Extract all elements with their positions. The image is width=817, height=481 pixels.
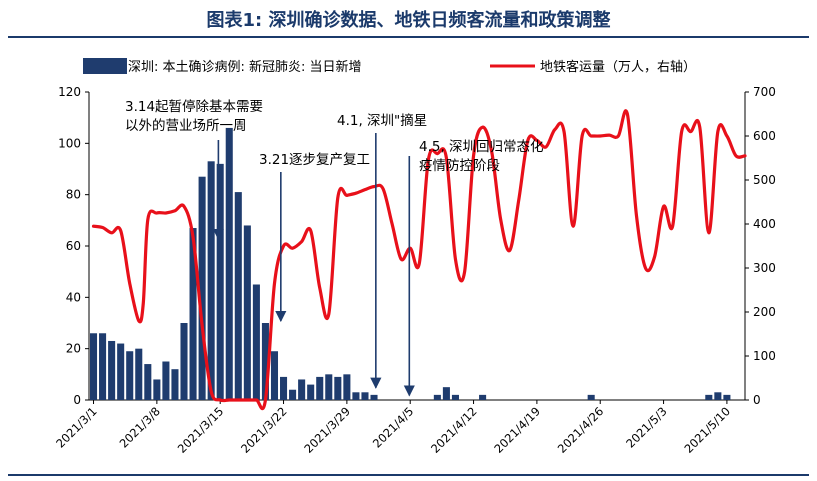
bar xyxy=(270,351,279,400)
bar xyxy=(298,379,306,400)
bar xyxy=(99,333,107,400)
bar xyxy=(370,394,378,400)
y-left-tick-label: 100 xyxy=(58,136,81,150)
bar xyxy=(307,384,315,400)
bar xyxy=(723,394,731,400)
bottom-rule xyxy=(8,474,809,476)
bar xyxy=(216,163,224,400)
bar xyxy=(451,394,459,400)
bar xyxy=(234,192,242,400)
legend: 深圳: 本土确诊病例: 新冠肺炎: 当日新增 地铁客运量（万人，右轴） xyxy=(83,58,696,75)
bar xyxy=(361,392,369,400)
bar xyxy=(108,340,116,400)
bar xyxy=(334,376,342,400)
bar xyxy=(126,351,134,400)
y-right-tick-label: 400 xyxy=(753,217,776,231)
legend-bar-swatch xyxy=(83,58,127,74)
bar xyxy=(89,333,98,400)
bar xyxy=(243,225,251,400)
legend-line-label: 地铁客运量（万人，右轴） xyxy=(540,59,696,75)
y-right-tick-label: 700 xyxy=(753,85,776,99)
x-tick-label: 2021/5/10 xyxy=(681,404,733,456)
y-left-tick-label: 60 xyxy=(66,239,81,253)
y-right-tick-label: 600 xyxy=(753,129,776,143)
bar xyxy=(189,228,197,400)
bar xyxy=(171,369,179,400)
line-series xyxy=(91,109,747,411)
annotation-text: 4.1, 深圳"摘星 xyxy=(337,112,427,129)
x-tick-label: 2021/4/12 xyxy=(428,404,480,456)
y-left-tick-label: 0 xyxy=(73,393,81,407)
bar xyxy=(289,389,297,400)
annotation-text: 3.21逐步复产复工 xyxy=(259,151,370,168)
bar xyxy=(144,364,152,400)
y-left-tick-label: 120 xyxy=(58,85,81,99)
title-rule xyxy=(8,36,809,38)
y-right-tick-label: 200 xyxy=(753,305,776,319)
y-right-tick-label: 0 xyxy=(753,393,761,407)
x-tick-label: 2021/3/15 xyxy=(175,404,227,456)
x-tick-label: 2021/3/22 xyxy=(238,404,290,456)
bar xyxy=(280,376,288,400)
y-left-tick-label: 20 xyxy=(66,342,81,356)
bar-series xyxy=(89,127,731,400)
annotation-text: 3.14起暂停除基本需要 xyxy=(125,98,263,115)
y-right-tick-label: 100 xyxy=(753,349,776,363)
bar xyxy=(198,176,206,400)
x-tick-label: 2021/3/1 xyxy=(53,404,99,450)
x-tick-label: 2021/4/19 xyxy=(491,404,543,456)
x-tick-label: 2021/4/26 xyxy=(555,404,607,456)
bar xyxy=(162,361,170,400)
chart-title: 图表1: 深圳确诊数据、地铁日频客流量和政策调整 xyxy=(206,10,611,31)
x-tick-label: 2021/4/5 xyxy=(370,404,416,450)
bar xyxy=(433,394,441,400)
bar xyxy=(207,161,215,400)
x-tick-label: 2021/3/29 xyxy=(301,404,353,456)
bar xyxy=(714,392,722,400)
y-right-tick-label: 300 xyxy=(753,261,776,275)
bar xyxy=(180,323,188,400)
bar xyxy=(261,323,269,400)
bar xyxy=(587,394,595,400)
annotation-text: 4.5, 深圳回归常态化 xyxy=(419,138,544,155)
bar xyxy=(316,376,324,400)
bar xyxy=(225,127,233,400)
y-right-tick-label: 500 xyxy=(753,173,776,187)
y-left-tick-label: 40 xyxy=(66,290,81,304)
bar xyxy=(343,374,351,400)
bar xyxy=(352,392,360,400)
bar xyxy=(135,348,143,400)
x-tick-label: 2021/5/3 xyxy=(623,404,669,450)
bar xyxy=(442,387,450,400)
x-tick-label: 2021/3/8 xyxy=(117,404,163,450)
bar xyxy=(117,343,125,400)
bar xyxy=(705,394,713,400)
bar xyxy=(153,379,161,400)
subway-ridership-line xyxy=(91,109,747,411)
bar xyxy=(479,394,487,400)
y-left-tick-label: 80 xyxy=(66,188,81,202)
annotation-text: 疫情防控阶段 xyxy=(419,158,500,174)
bar xyxy=(325,374,333,400)
annotation-text: 以外的营业场所一周 xyxy=(125,118,247,134)
axes: 0 20 40 60 80 100 120 0 100 200 300 400 500 600 700 202… xyxy=(53,85,776,456)
legend-bar-label: 深圳: 本土确诊病例: 新冠肺炎: 当日新增 xyxy=(128,59,362,75)
bar xyxy=(252,284,260,400)
